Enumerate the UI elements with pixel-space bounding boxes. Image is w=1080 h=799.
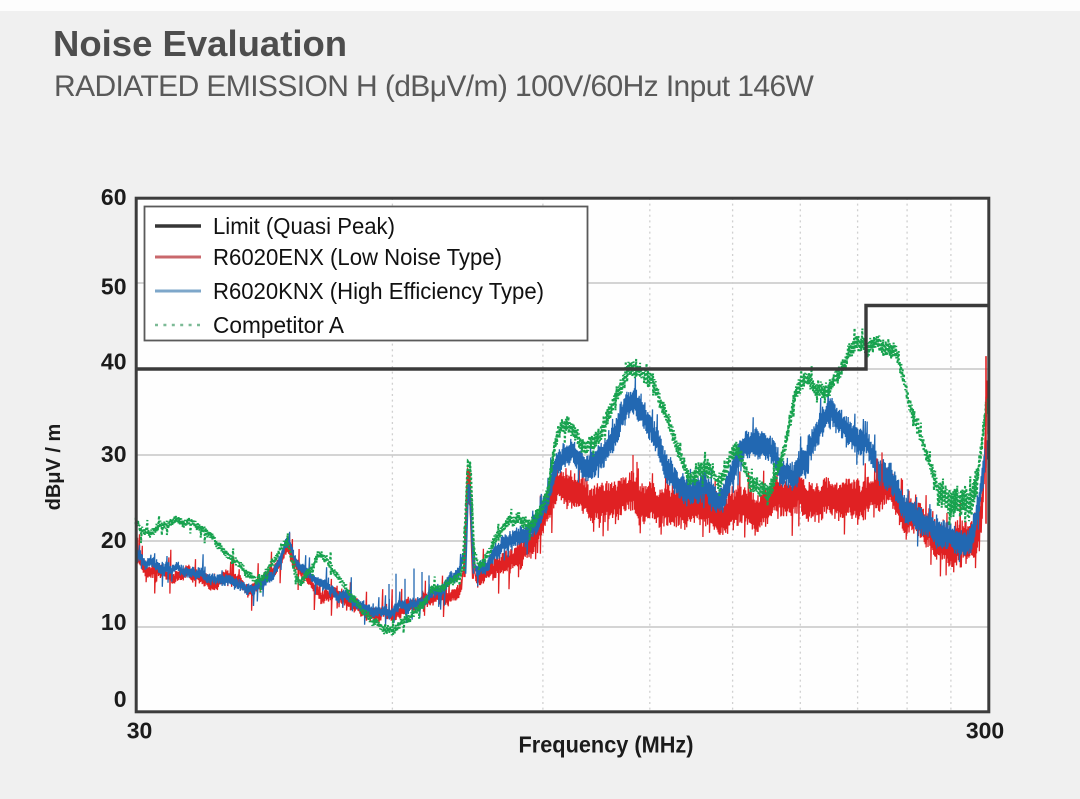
svg-text:300: 300 — [966, 718, 1004, 744]
svg-text:Frequency (MHz): Frequency (MHz) — [519, 732, 694, 758]
svg-text:dBμV / m: dBμV / m — [43, 424, 65, 511]
svg-text:R6020ENX (Low Noise Type): R6020ENX (Low Noise Type) — [213, 244, 502, 270]
svg-text:30: 30 — [101, 441, 127, 467]
svg-text:20: 20 — [101, 527, 127, 553]
svg-text:10: 10 — [101, 609, 127, 635]
svg-text:R6020KNX (High Efficiency Type: R6020KNX (High Efficiency Type) — [213, 278, 544, 304]
svg-text:60: 60 — [101, 184, 127, 210]
svg-text:40: 40 — [101, 349, 127, 375]
svg-text:30: 30 — [127, 718, 153, 744]
svg-text:50: 50 — [101, 274, 127, 300]
svg-text:0: 0 — [114, 686, 127, 712]
svg-text:Competitor A: Competitor A — [213, 312, 345, 338]
svg-text:Limit (Quasi Peak): Limit (Quasi Peak) — [213, 213, 395, 239]
